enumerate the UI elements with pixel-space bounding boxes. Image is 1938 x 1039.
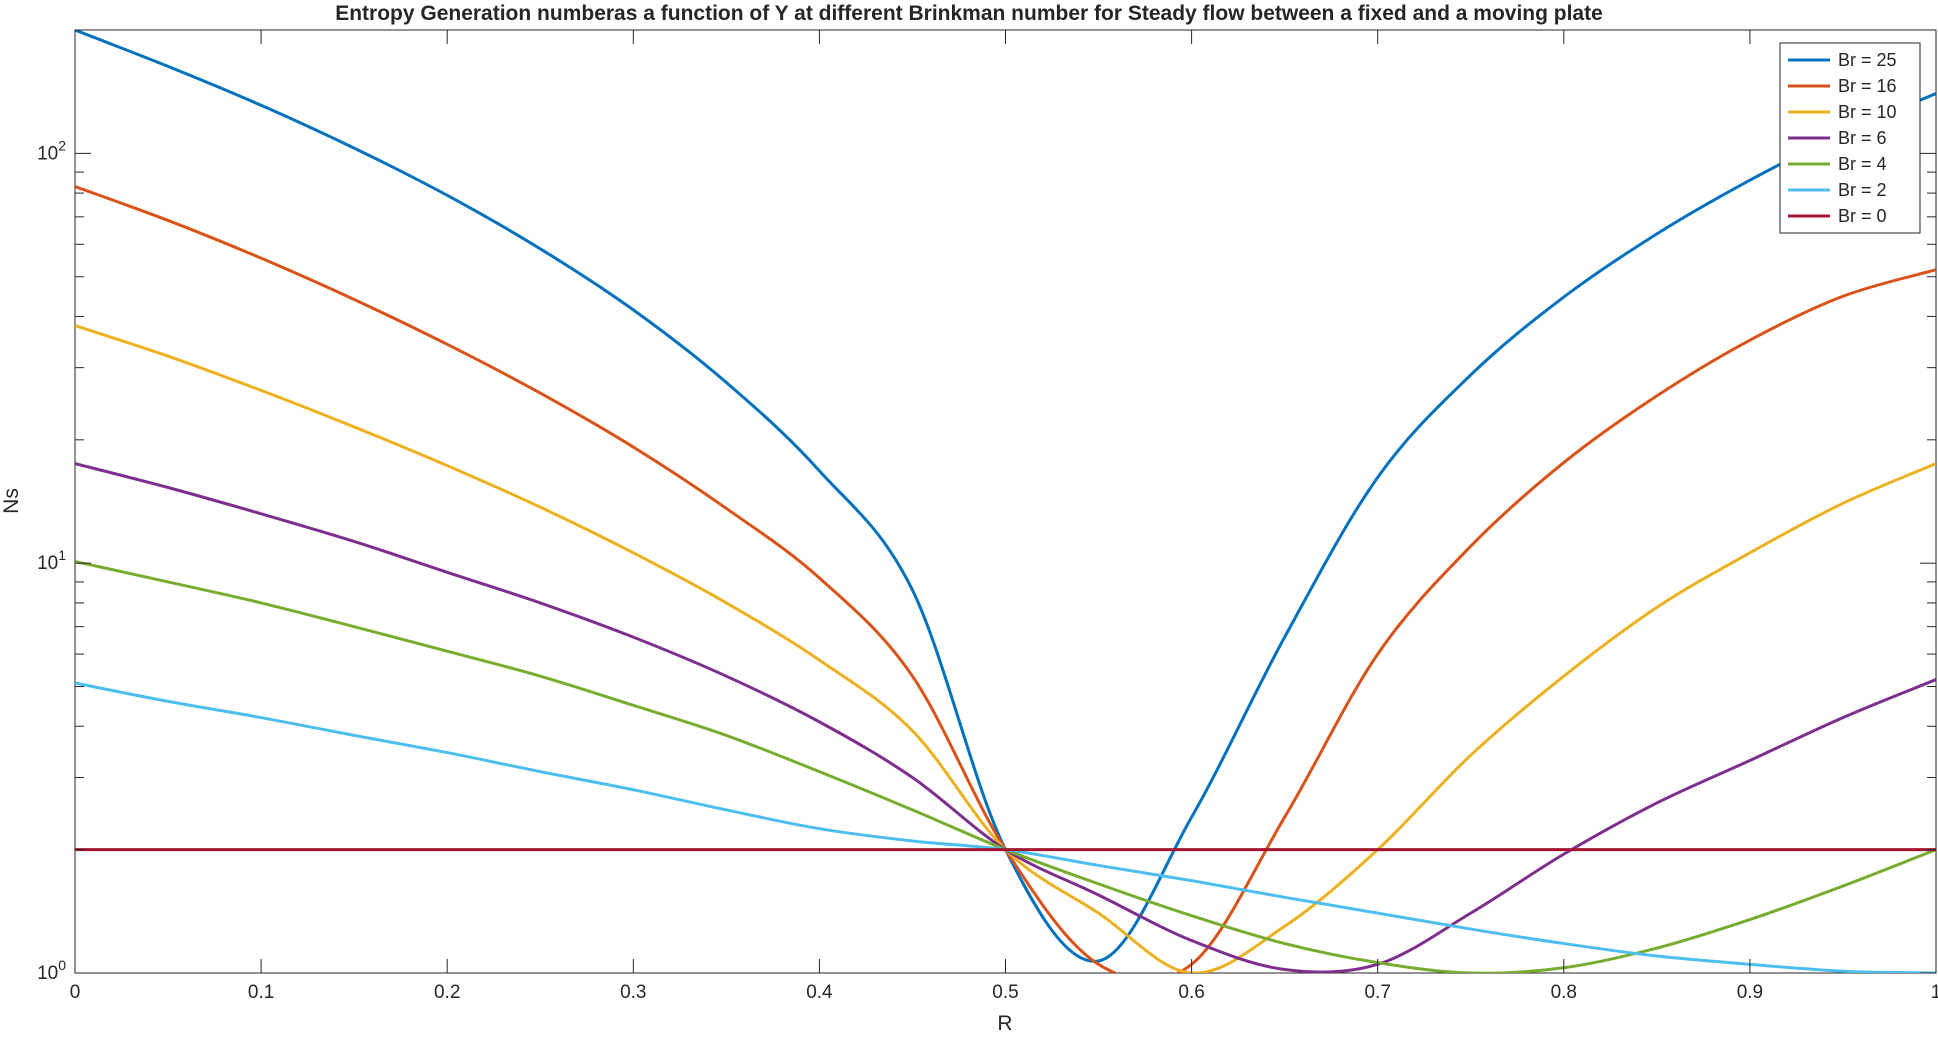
x-tick-label: 0.7 (1364, 982, 1390, 1003)
y-axis-label: Ns (0, 488, 23, 514)
y-tick-exponent: 2 (58, 137, 66, 153)
y-tick-label: 102 (37, 137, 66, 164)
x-tick-label: 0.8 (1551, 982, 1577, 1003)
y-tick-base: 10 (37, 553, 58, 574)
legend-entry: Br = 25 (1838, 50, 1897, 70)
series-group (75, 30, 1936, 973)
series-line-1 (75, 30, 1936, 963)
x-tick-label: 0.1 (248, 982, 274, 1003)
x-tick-label: 1 (1931, 982, 1938, 1003)
y-tick-exponent: 0 (58, 957, 66, 973)
x-tick-label: 0.9 (1737, 982, 1763, 1003)
series-line-4 (75, 462, 1936, 973)
x-tick-label: 0.4 (806, 982, 833, 1003)
y-tick-label: 101 (37, 547, 66, 574)
series-line-2 (75, 185, 1936, 973)
x-axis-label: R (997, 1012, 1012, 1034)
legend-entry: Br = 6 (1838, 128, 1887, 148)
legend: Br = 25 Br = 16 Br = 10 Br = 6 Br = 4 Br = 2 B… (1779, 42, 1921, 234)
plot-frame (74, 29, 1937, 974)
y-tick-label: 100 (37, 957, 66, 984)
x-tick-label: 0.5 (992, 982, 1018, 1003)
y-tick-base: 10 (37, 143, 58, 164)
legend-entry: Br = 2 (1838, 180, 1887, 200)
chart-title: Entropy Generation numberas a function o… (335, 2, 1603, 25)
x-tick-label: 0.3 (620, 982, 646, 1003)
legend-entry: Br = 4 (1838, 154, 1887, 174)
legend-entry: Br = 10 (1838, 102, 1897, 122)
y-tick-base: 10 (37, 963, 58, 984)
x-tick-label: 0.2 (434, 982, 460, 1003)
legend-entry: Br = 0 (1838, 206, 1887, 226)
legend-entry: Br = 16 (1838, 76, 1897, 96)
x-tick-label: 0.6 (1178, 982, 1204, 1003)
y-tick-exponent: 1 (58, 547, 66, 563)
x-tick-label: 0 (70, 982, 81, 1003)
